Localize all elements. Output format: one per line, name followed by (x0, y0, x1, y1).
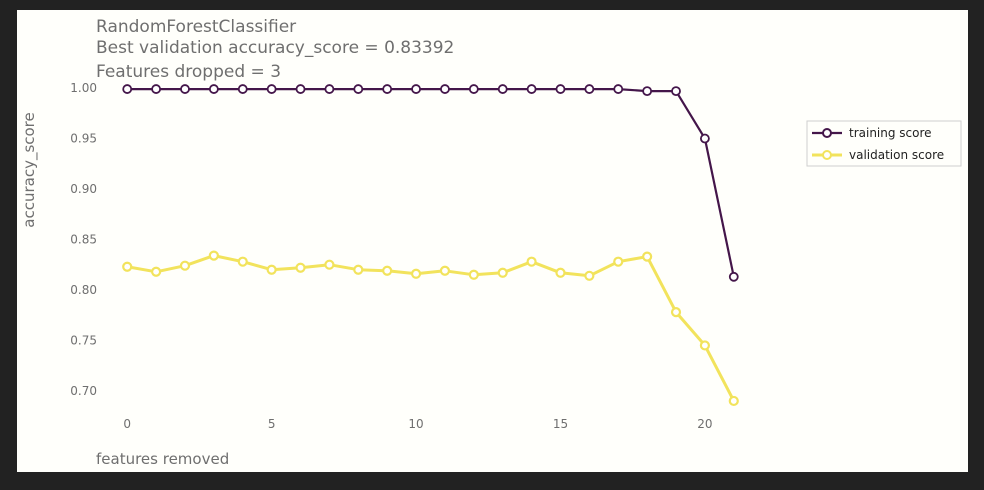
y-tick-label: 0.70 (70, 384, 97, 398)
chart-legend: training score validation score (806, 120, 962, 167)
title-line: RandomForestClassifier (96, 17, 296, 37)
y-tick-label: 0.90 (70, 182, 97, 196)
data-point (353, 84, 364, 94)
data-point (237, 84, 248, 94)
x-tick-label: 10 (408, 417, 423, 431)
data-point (584, 270, 595, 281)
legend-marker (822, 150, 832, 160)
data-point (208, 250, 219, 261)
legend-entry: training score (812, 126, 932, 140)
title-line: Features dropped = 3 (96, 62, 281, 82)
data-point (555, 267, 566, 278)
data-point (555, 84, 566, 94)
data-point (728, 271, 739, 282)
y-axis-label: accuracy_score (20, 112, 39, 227)
data-point (439, 265, 451, 276)
title-line: Best validation accuracy_score = 0.83392 (96, 38, 454, 58)
series-training (122, 84, 739, 282)
data-point (497, 267, 508, 278)
x-tick-label: 15 (553, 417, 568, 431)
data-point (440, 84, 450, 94)
series-line (127, 87, 735, 278)
data-point (208, 84, 219, 94)
data-point (266, 84, 277, 94)
data-point (324, 84, 335, 94)
series-line (126, 254, 736, 402)
data-point (410, 268, 422, 279)
data-point (699, 133, 710, 144)
y-tick-label: 0.85 (70, 232, 97, 246)
y-tick-label: 0.95 (70, 132, 97, 146)
y-tick-label: 1.00 (70, 81, 97, 95)
data-point (382, 265, 393, 276)
x-tick-label: 5 (268, 417, 276, 431)
data-point (613, 84, 624, 94)
data-point (122, 261, 133, 272)
chart-title: RandomForestClassifier Best validation a… (96, 17, 454, 82)
legend-marker (822, 128, 832, 138)
data-point (642, 251, 653, 262)
data-point (468, 269, 479, 280)
data-point (468, 84, 479, 94)
data-point (526, 84, 537, 94)
legend-label: training score (849, 126, 932, 140)
data-point (671, 86, 681, 97)
data-point (122, 84, 133, 94)
data-point (237, 256, 248, 267)
legend-entry: validation score (812, 148, 944, 162)
x-tick-label: 20 (697, 417, 712, 431)
data-point (728, 395, 739, 407)
y-tick-label: 0.80 (70, 283, 97, 297)
series-validation (122, 250, 739, 407)
data-point (180, 84, 190, 94)
data-point (382, 84, 393, 94)
data-point (642, 86, 653, 97)
y-tick-label: 0.75 (70, 333, 97, 347)
data-point (151, 84, 162, 94)
data-point (295, 262, 306, 273)
data-point (613, 256, 624, 267)
data-point (295, 84, 306, 94)
data-point (497, 84, 508, 94)
legend-frame (806, 120, 962, 167)
y-axis-ticks: 0.70 0.75 0.80 0.85 0.90 0.95 1.00 (70, 81, 97, 398)
chart-figure: RandomForestClassifier Best validation a… (17, 10, 968, 472)
data-point (179, 260, 191, 271)
data-point (526, 256, 537, 267)
x-axis-label: features removed (96, 450, 229, 468)
data-point (353, 264, 364, 275)
data-point (266, 264, 277, 275)
data-point (670, 307, 682, 318)
x-tick-label: 0 (123, 417, 131, 431)
data-point (411, 84, 421, 94)
legend-label: validation score (849, 148, 944, 162)
data-point (151, 266, 162, 277)
data-point (584, 84, 595, 94)
x-axis-ticks: 0 5 10 15 20 (123, 417, 712, 431)
series-group (122, 84, 739, 407)
line-chart: RandomForestClassifier Best validation a… (20, 17, 962, 468)
data-point (699, 340, 710, 351)
data-point (324, 259, 335, 270)
